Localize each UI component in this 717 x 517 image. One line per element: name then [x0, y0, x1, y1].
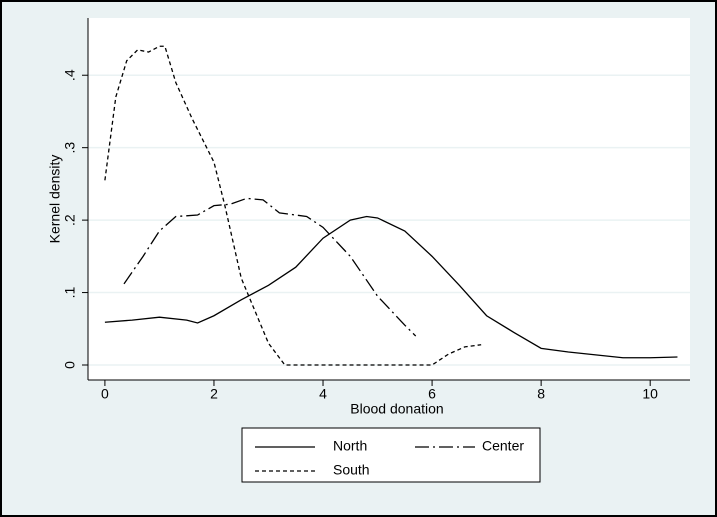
x-tick-label: 10 — [642, 386, 658, 402]
legend-label: North — [333, 438, 367, 454]
density-line — [104, 215, 678, 359]
y-tick-label: 0 — [62, 361, 78, 369]
legend-label: Center — [482, 438, 524, 454]
x-axis-title: Blood donation — [350, 401, 443, 417]
density-line — [104, 45, 482, 366]
plot-area — [88, 18, 690, 380]
y-tick-label: .2 — [62, 214, 78, 226]
y-tick-label: .4 — [62, 69, 78, 81]
x-tick-label: 4 — [319, 386, 327, 402]
legend-label: South — [333, 462, 370, 478]
y-tick-label: .1 — [62, 287, 78, 299]
x-tick-label: 2 — [210, 386, 218, 402]
x-tick-label: 0 — [101, 386, 109, 402]
x-tick-label: 6 — [428, 386, 436, 402]
y-tick-label: .3 — [62, 142, 78, 154]
density-line — [123, 197, 417, 337]
x-tick-label: 8 — [537, 386, 545, 402]
legend-box — [241, 427, 541, 483]
y-axis-title: Kernel density — [47, 155, 63, 244]
